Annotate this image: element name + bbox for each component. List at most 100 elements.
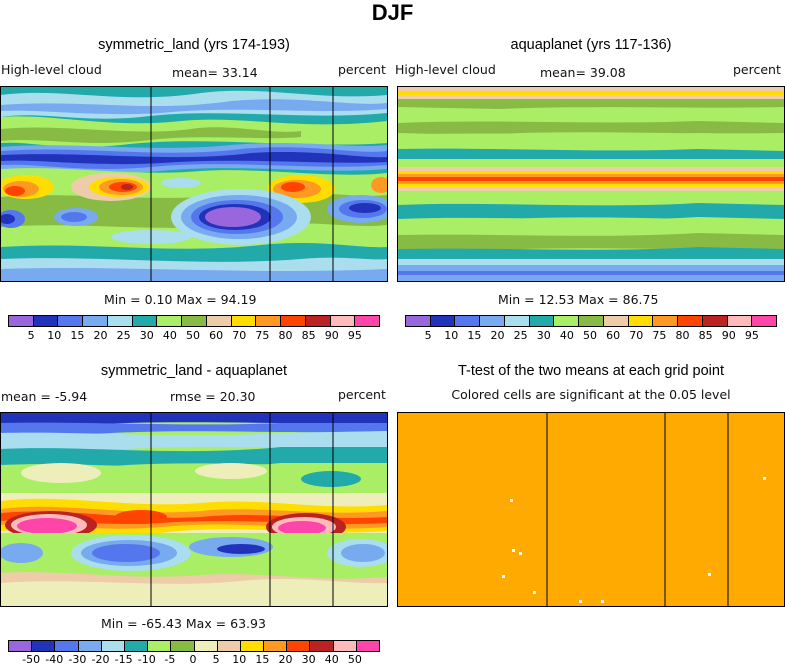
panel1-variable-label: High-level cloud xyxy=(1,62,102,77)
colorbar-swatch xyxy=(182,316,207,326)
colorbar-tick-label: 50 xyxy=(347,653,362,666)
colorbar-swatch xyxy=(148,641,172,651)
colorbar-swatch xyxy=(107,316,133,326)
panel2-title: aquaplanet (yrs 117-136) xyxy=(510,37,672,53)
colorbar-tick-label: 80 xyxy=(675,329,690,342)
colorbar-swatch xyxy=(455,316,481,326)
panel4-map xyxy=(397,412,785,607)
colorbar-tick-label: 25 xyxy=(116,329,131,342)
panel1-colorbar-ticks: 5 10 15 20 25 30 40 50 60 70 75 80 85 90 95 xyxy=(8,329,378,343)
colorbar-tick-label: 5 xyxy=(27,329,35,342)
panel1-stats: Min = 0.10 Max = 94.19 xyxy=(104,292,257,307)
colorbar-swatch xyxy=(628,316,654,326)
colorbar-swatch xyxy=(554,316,580,326)
panel1-contour-plot xyxy=(1,87,387,281)
colorbar-swatch xyxy=(727,316,753,326)
colorbar-tick-label: 90 xyxy=(721,329,736,342)
colorbar-tick-label: 30 xyxy=(536,329,551,342)
colorbar-tick-label: 20 xyxy=(93,329,108,342)
colorbar-swatch xyxy=(678,316,703,326)
panel4-significance-plot xyxy=(398,413,784,606)
colorbar-swatch xyxy=(310,641,334,651)
colorbar-swatch xyxy=(603,316,629,326)
panel2-contour-plot xyxy=(398,87,784,281)
colorbar-swatch xyxy=(281,316,306,326)
colorbar-swatch xyxy=(132,316,158,326)
colorbar-tick-label: 25 xyxy=(513,329,528,342)
colorbar-swatch xyxy=(305,316,331,326)
colorbar-tick-label: 5 xyxy=(424,329,432,342)
colorbar-tick-label: 75 xyxy=(652,329,667,342)
colorbar-tick-label: 10 xyxy=(232,653,247,666)
colorbar-swatch xyxy=(256,316,282,326)
colorbar-tick-label: 50 xyxy=(186,329,200,342)
colorbar-swatch xyxy=(231,316,257,326)
colorbar-tick-label: -30 xyxy=(68,653,87,666)
colorbar-tick-label: 20 xyxy=(490,329,505,342)
panel2-units-label: percent xyxy=(733,62,781,77)
colorbar-swatch xyxy=(330,316,356,326)
panel3-rmse-label: rmse = 20.30 xyxy=(170,389,256,404)
colorbar-tick-label: 0 xyxy=(189,653,197,666)
colorbar-tick-label: 10 xyxy=(47,329,62,342)
colorbar-tick-label: 20 xyxy=(278,653,293,666)
colorbar-tick-label: 70 xyxy=(232,329,247,342)
colorbar-swatch xyxy=(480,316,505,326)
colorbar-swatch xyxy=(32,641,56,651)
panel2-colorbar-ticks: 5 10 15 20 25 30 40 50 60 70 75 80 85 90 95 xyxy=(405,329,775,343)
colorbar-tick-label: 75 xyxy=(255,329,270,342)
colorbar-tick-label: 80 xyxy=(278,329,293,342)
colorbar-swatch xyxy=(702,316,728,326)
colorbar-swatch xyxy=(55,641,79,651)
colorbar-tick-label: 40 xyxy=(559,329,574,342)
colorbar-swatch xyxy=(171,641,195,651)
panel3-colorbar xyxy=(8,640,380,652)
colorbar-tick-label: 10 xyxy=(444,329,459,342)
colorbar-tick-label: 5 xyxy=(212,653,220,666)
colorbar-swatch xyxy=(83,316,108,326)
panel3-contour-plot xyxy=(1,413,387,606)
panel2-variable-label: High-level cloud xyxy=(395,62,496,77)
panel1-mean-label: mean= 33.14 xyxy=(172,65,258,80)
colorbar-tick-label: 15 xyxy=(467,329,482,342)
colorbar-swatch xyxy=(9,641,33,651)
colorbar-tick-label: 70 xyxy=(629,329,644,342)
colorbar-swatch xyxy=(430,316,456,326)
colorbar-tick-label: 50 xyxy=(583,329,597,342)
colorbar-swatch xyxy=(9,316,34,326)
colorbar-tick-label: 60 xyxy=(606,329,621,342)
colorbar-swatch xyxy=(287,641,311,651)
colorbar-tick-label: 15 xyxy=(255,653,270,666)
colorbar-swatch xyxy=(333,641,357,651)
colorbar-swatch xyxy=(33,316,59,326)
panel1-units-label: percent xyxy=(338,62,386,77)
colorbar-tick-label: -15 xyxy=(114,653,133,666)
panel1-map xyxy=(0,86,388,282)
panel3-units-label: percent xyxy=(338,387,386,402)
panel3-colorbar-ticks: -50 -40 -30 -20 -15 -10 -5 0 5 10 15 20 30 40 50 xyxy=(8,653,378,666)
significance-fill xyxy=(398,413,784,606)
panel3-mean-label: mean = -5.94 xyxy=(1,389,88,404)
panel3-title: symmetric_land - aquaplanet xyxy=(100,363,288,379)
colorbar-swatch xyxy=(653,316,679,326)
panel3-stats: Min = -65.43 Max = 63.93 xyxy=(101,616,266,631)
colorbar-tick-label: 85 xyxy=(698,329,713,342)
colorbar-tick-label: 90 xyxy=(324,329,339,342)
colorbar-tick-label: 85 xyxy=(301,329,316,342)
colorbar-tick-label: -40 xyxy=(45,653,64,666)
panel1-colorbar xyxy=(8,315,380,327)
colorbar-swatch xyxy=(217,641,241,651)
panel4-title: T-test of the two means at each grid poi… xyxy=(458,363,724,379)
colorbar-tick-label: 60 xyxy=(209,329,224,342)
colorbar-tick-label: -50 xyxy=(22,653,41,666)
panel4-subtitle: Colored cells are significant at the 0.0… xyxy=(451,387,731,402)
panel2-mean-label: mean= 39.08 xyxy=(540,65,626,80)
colorbar-tick-label: -5 xyxy=(164,653,176,666)
colorbar-swatch xyxy=(194,641,218,651)
colorbar-swatch xyxy=(264,641,288,651)
panel2-map xyxy=(397,86,785,282)
colorbar-swatch xyxy=(355,316,380,326)
colorbar-tick-label: -10 xyxy=(137,653,156,666)
colorbar-swatch xyxy=(206,316,232,326)
figure-suptitle: DJF xyxy=(371,0,414,25)
